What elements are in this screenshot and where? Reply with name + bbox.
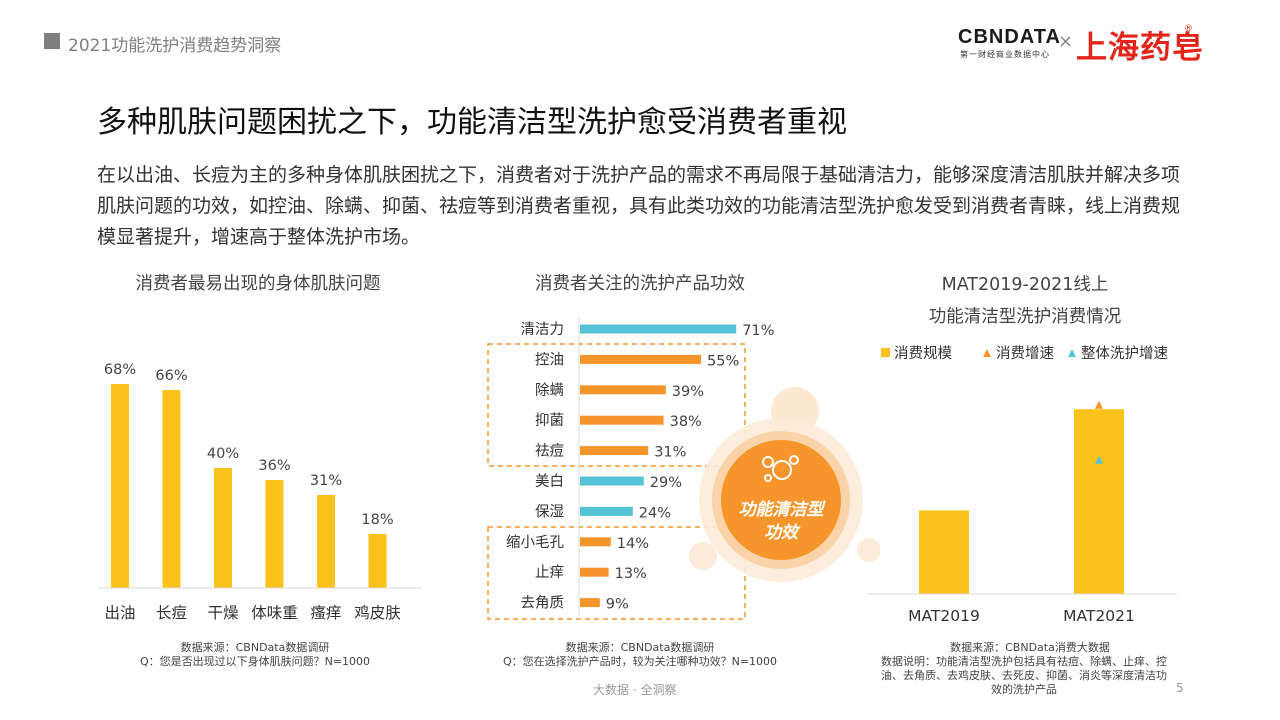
chart2-value-label: 29% (650, 475, 682, 491)
chart3-note-line: 油、去角质、去鸡皮肤、去死皮、抑菌、消炎等深度清洁功 (881, 669, 1167, 682)
chart2-highlight-box-top (487, 343, 746, 467)
chart3-bar (919, 510, 969, 594)
chart1-bar (317, 495, 335, 588)
legend-triangle-icon (983, 349, 991, 357)
chart2-category-label: 抑菌 (535, 412, 564, 429)
chart2-value-label: 38% (670, 414, 702, 430)
chart2-title: 消费者关注的洗护产品功效 (535, 274, 745, 294)
chart3-note: 数据说明：功能清洁型洗护包括具有祛痘、除螨、止痒、控 油、去角质、去鸡皮肤、去死… (864, 655, 1184, 697)
chart1-value-label: 18% (361, 512, 393, 528)
chart2-bar (580, 598, 600, 608)
page-number: 5 (1176, 681, 1184, 695)
cbndata-logo-subtitle: 第一财经商业数据中心 (960, 50, 1050, 59)
chart1-bar (214, 468, 232, 588)
chart1-category-label: 鸡皮肤 (354, 604, 401, 622)
chart3-note-line: 数据说明：功能清洁型洗护包括具有祛痘、除螨、止痒、控 (881, 655, 1167, 668)
chart2-bar (580, 385, 666, 395)
chart3-category-label: MAT2019 (908, 607, 980, 625)
chart2-bar (580, 415, 664, 425)
deco-bubble (857, 538, 880, 562)
chart2-bar (580, 567, 609, 577)
chart2-bar (580, 506, 633, 516)
chart1-value-label: 66% (155, 368, 187, 384)
chart2-category-label: 清洁力 (521, 321, 565, 338)
chart2-note: Q：您在选择洗护产品时，较为关注哪种功效？N=1000 (502, 655, 778, 668)
chart1-category-label: 出油 (104, 604, 135, 622)
logo-times-icon: × (1058, 31, 1074, 52)
chart2-bar (580, 446, 649, 456)
chart1-source: 数据来源：CBNData数据调研 (180, 641, 330, 654)
chart3-category-label: MAT2021 (1063, 607, 1135, 625)
chart1-bar (368, 534, 387, 588)
chart3-marker (1095, 400, 1103, 409)
chart2-category-label: 缩小毛孔 (506, 534, 564, 551)
page-description: 在以出油、长痘为主的多种身体肌肤困扰之下，消费者对于洗护产品的需求不再局限于基础… (97, 164, 1181, 248)
chart2-value-label: 24% (639, 505, 671, 521)
chart2-bar (580, 324, 737, 334)
callout-label-line1: 功能清洁型 (739, 500, 827, 520)
cbndata-logo: CBNDATA (958, 26, 1061, 48)
registered-mark: ® (1184, 24, 1193, 34)
chart2-value-label: 31% (654, 445, 686, 461)
chart2-category-label: 美白 (535, 473, 564, 490)
chart2-value-label: 14% (617, 536, 649, 552)
chart2-category-label: 控油 (535, 351, 564, 368)
chart3-source: 数据来源：CBNData消费大数据 (950, 641, 1110, 654)
chart2-bar (580, 354, 701, 364)
legend-label: 消费增速 (996, 345, 1054, 362)
chart3-note-line: 效的洗护产品 (991, 683, 1057, 696)
callout-circle (721, 440, 841, 560)
chart2-category-label: 祛痘 (535, 443, 564, 460)
footer-slogan: 大数据 · 全洞察 (593, 683, 677, 697)
header-square-icon (44, 33, 60, 49)
legend-triangle-icon (1068, 349, 1076, 357)
chart1-category-label: 干燥 (207, 604, 239, 622)
chart3-bar (1074, 409, 1124, 594)
chart2-category-label: 保湿 (535, 503, 564, 520)
shanghai-yaozao-logo: 上海药皂 (1076, 30, 1204, 66)
chart2-bar (580, 476, 644, 486)
chart2-product-efficacy: 71% 清洁力 55% 控油 39% 除螨 38% 抑菌 31% 祛痘 29% 美白 24% 保湿 14% 缩… (487, 318, 880, 620)
chart1-bar (111, 384, 129, 588)
chart2-source: 数据来源：CBNData数据调研 (565, 641, 715, 654)
chart1-bar (162, 390, 181, 588)
chart2-value-label: 55% (707, 353, 739, 369)
chart2-value-label: 71% (742, 323, 774, 339)
chart2-value-label: 13% (615, 566, 647, 582)
chart1-value-label: 36% (258, 458, 290, 474)
chart3-title-line1: MAT2019-2021线上 (941, 275, 1109, 295)
chart1-skin-issues: 68% 出油 66% 长痘 40% 干燥 36% 体味重 31% 瘙痒 18% 鸡皮肤 (98, 362, 422, 622)
chart2-highlight-box-bottom (487, 526, 746, 620)
bubbles-icon (762, 455, 799, 482)
page-title: 多种肌肤问题困扰之下，功能清洁型洗护愈受消费者重视 (97, 105, 847, 140)
chart2-value-label: 39% (672, 384, 704, 400)
callout-label-line2: 功效 (764, 523, 801, 543)
chart3-consumption: 消费规模 消费增速 整体洗护增速 MAT2019 MAT2021 (867, 345, 1177, 625)
chart1-bar (265, 480, 284, 588)
chart1-title: 消费者最易出现的身体肌肤问题 (135, 274, 381, 294)
chart1-category-label: 体味重 (251, 604, 298, 622)
chart2-category-label: 除螨 (535, 382, 564, 399)
legend-swatch (881, 348, 890, 357)
chart1-value-label: 31% (310, 473, 342, 489)
chart2-category-label: 止痒 (535, 564, 564, 581)
report-title: 2021功能洗护消费趋势洞察 (68, 36, 282, 56)
chart3-title-line2: 功能清洁型洗护消费情况 (928, 307, 1122, 327)
chart3-marker (1095, 455, 1103, 464)
chart1-value-label: 40% (207, 446, 239, 462)
legend-label: 消费规模 (894, 345, 952, 362)
chart1-note: Q：您是否出现过以下身体肌肤问题？N=1000 (139, 655, 371, 668)
chart1-category-label: 长痘 (156, 604, 187, 622)
legend-label: 整体洗护增速 (1081, 345, 1168, 362)
chart1-value-label: 68% (104, 362, 136, 378)
chart2-bar (580, 537, 611, 547)
chart2-value-label: 9% (606, 597, 629, 613)
chart2-category-label: 去角质 (521, 595, 565, 612)
chart1-category-label: 瘙痒 (310, 604, 341, 622)
deco-bubble (689, 542, 717, 570)
